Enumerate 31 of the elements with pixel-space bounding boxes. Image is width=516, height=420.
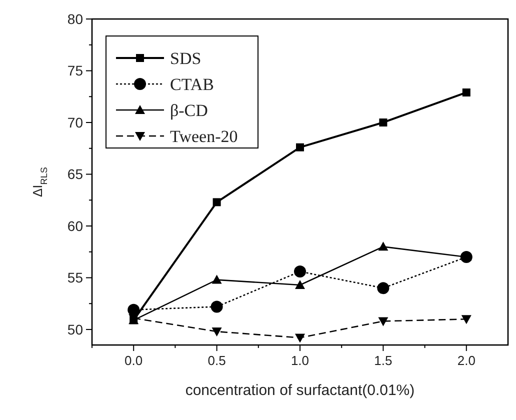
point — [462, 88, 470, 96]
x-axis-title: concentration of surfactant(0.01%) — [185, 382, 415, 399]
point — [210, 300, 223, 313]
legend-label: β-CD — [170, 101, 208, 120]
point — [461, 315, 472, 324]
point — [296, 143, 304, 152]
point — [212, 328, 222, 337]
point — [379, 118, 388, 126]
y-tick-label: 55 — [67, 270, 84, 286]
legend-label: SDS — [170, 49, 202, 68]
y-tick-label: 50 — [67, 321, 84, 338]
y-tick-label: 80 — [67, 11, 84, 27]
point — [378, 242, 388, 251]
point — [212, 198, 221, 206]
point — [295, 334, 305, 343]
legend-label: CTAB — [170, 75, 214, 94]
point — [295, 280, 305, 289]
point — [212, 274, 222, 284]
x-tick-label: 1.0 — [290, 353, 310, 368]
point — [294, 266, 306, 278]
y-tick-label: 75 — [67, 62, 84, 79]
text: 0.0 — [124, 353, 143, 368]
y-tick-label: 65 — [67, 166, 84, 182]
x-tick-label: 0.5 — [208, 353, 226, 368]
x-tick-label: 2.0 — [457, 353, 476, 368]
legend-label: Tween-20 — [170, 127, 238, 146]
x-tick-label: 1.5 — [374, 353, 392, 368]
point — [378, 317, 388, 326]
y-tick-label: 70 — [67, 114, 84, 130]
y-tick-label: 60 — [67, 218, 84, 234]
point — [377, 282, 390, 294]
